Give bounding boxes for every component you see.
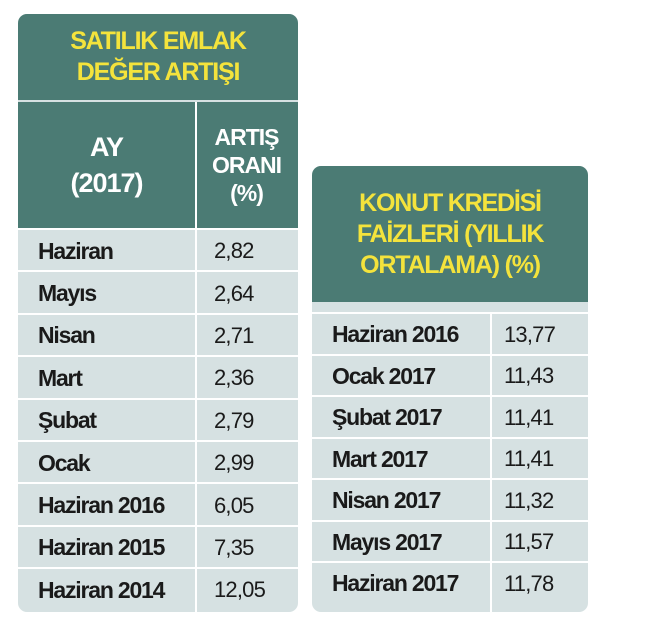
title-line: ORTALAMA) (%) bbox=[360, 250, 541, 279]
title-line: FAİZLERİ (YILLIK bbox=[356, 219, 545, 248]
title-line: SATILIK EMLAK bbox=[70, 27, 247, 55]
row-value: 11,57 bbox=[504, 529, 554, 555]
header-cell: AY (2017) bbox=[18, 102, 195, 228]
table-row: Haziran 2014 12,05 bbox=[18, 567, 298, 611]
row-value: 2,71 bbox=[214, 322, 254, 348]
title-line: KONUT KREDİSİ bbox=[359, 188, 542, 217]
header-line: AY bbox=[89, 132, 124, 162]
row-value: 11,43 bbox=[504, 363, 554, 389]
table: SATILIK EMLAK DEĞER ARTIŞI AY (2017) ARTIŞ OR… bbox=[18, 14, 298, 612]
table-row: Nisan 2017 11,32 bbox=[312, 478, 588, 522]
header-row: AY (2017) ARTIŞ ORANI (%) bbox=[18, 102, 298, 228]
row-label: Haziran 2017 bbox=[332, 570, 459, 597]
table-row: Ocak 2017 11,43 bbox=[312, 353, 588, 398]
row-value: 12,05 bbox=[214, 577, 266, 603]
row-value: 11,78 bbox=[504, 570, 554, 596]
row-value: 7,35 bbox=[214, 534, 254, 560]
table-row: Mayıs 2017 11,57 bbox=[312, 519, 588, 564]
table-row: Şubat 2,79 bbox=[18, 397, 298, 442]
row-label: Mayıs 2017 bbox=[332, 528, 443, 555]
table-title: KONUT KREDİSİ FAİZLERİ (YILLIK ORTALAMA) (… bbox=[312, 166, 588, 302]
table-row: Haziran 2017 11,78 bbox=[312, 561, 588, 605]
title-line: DEĞER ARTIŞI bbox=[76, 58, 241, 86]
table-row: Ocak 2,99 bbox=[18, 440, 298, 484]
row-value: 11,32 bbox=[504, 487, 554, 513]
row-label: Mart bbox=[38, 364, 83, 391]
row-value: 11,41 bbox=[504, 404, 554, 430]
row-value: 2,99 bbox=[214, 450, 254, 476]
row-value: 2,82 bbox=[214, 238, 254, 264]
row-label: Haziran 2014 bbox=[38, 576, 165, 603]
header-line: ORANI bbox=[211, 152, 282, 178]
row-value: 2,79 bbox=[214, 407, 254, 433]
row-label: Mart 2017 bbox=[332, 445, 429, 472]
table-row: Haziran 2016 6,05 bbox=[18, 482, 298, 526]
table-row: Nisan 2,71 bbox=[18, 312, 298, 357]
row-value: 6,05 bbox=[214, 492, 254, 518]
divider bbox=[195, 228, 197, 612]
row-value: 13,77 bbox=[504, 321, 556, 347]
row-label: Ocak bbox=[38, 449, 91, 476]
row-label: Şubat 2017 bbox=[332, 404, 443, 431]
table-row: Şubat 2017 11,41 bbox=[312, 395, 588, 439]
row-value: 2,36 bbox=[214, 365, 254, 391]
header-line: (2017) bbox=[70, 168, 143, 198]
table-title: SATILIK EMLAK DEĞER ARTIŞI bbox=[18, 14, 298, 100]
row-label: Ocak 2017 bbox=[332, 362, 436, 389]
table: KONUT KREDİSİ FAİZLERİ (YILLIK ORTALAMA) (… bbox=[312, 166, 588, 612]
row-label: Haziran 2016 bbox=[38, 492, 165, 519]
header-line: ARTIŞ bbox=[214, 124, 280, 150]
row-value: 2,64 bbox=[214, 280, 254, 306]
table-row: Haziran 2016 13,77 bbox=[312, 312, 588, 356]
row-label: Şubat bbox=[38, 407, 97, 434]
table-row: Mayıs 2,64 bbox=[18, 270, 298, 314]
row-label: Mayıs bbox=[38, 280, 97, 307]
row-label: Nisan bbox=[38, 322, 96, 349]
header-line: (%) bbox=[230, 180, 264, 206]
table-row: Mart 2,36 bbox=[18, 355, 298, 399]
row-value: 11,41 bbox=[504, 446, 554, 472]
table-row: Haziran 2,82 bbox=[18, 228, 298, 272]
divider bbox=[490, 312, 492, 612]
table-row: Haziran 2015 7,35 bbox=[18, 524, 298, 569]
row-label: Haziran 2016 bbox=[332, 321, 459, 348]
row-label: Haziran 2015 bbox=[38, 534, 165, 561]
row-label: Haziran bbox=[38, 237, 114, 264]
divider bbox=[195, 102, 197, 228]
row-label: Nisan 2017 bbox=[332, 487, 441, 514]
header-cell: ARTIŞ ORANI (%) bbox=[195, 102, 298, 228]
table-row: Mart 2017 11,41 bbox=[312, 436, 588, 481]
